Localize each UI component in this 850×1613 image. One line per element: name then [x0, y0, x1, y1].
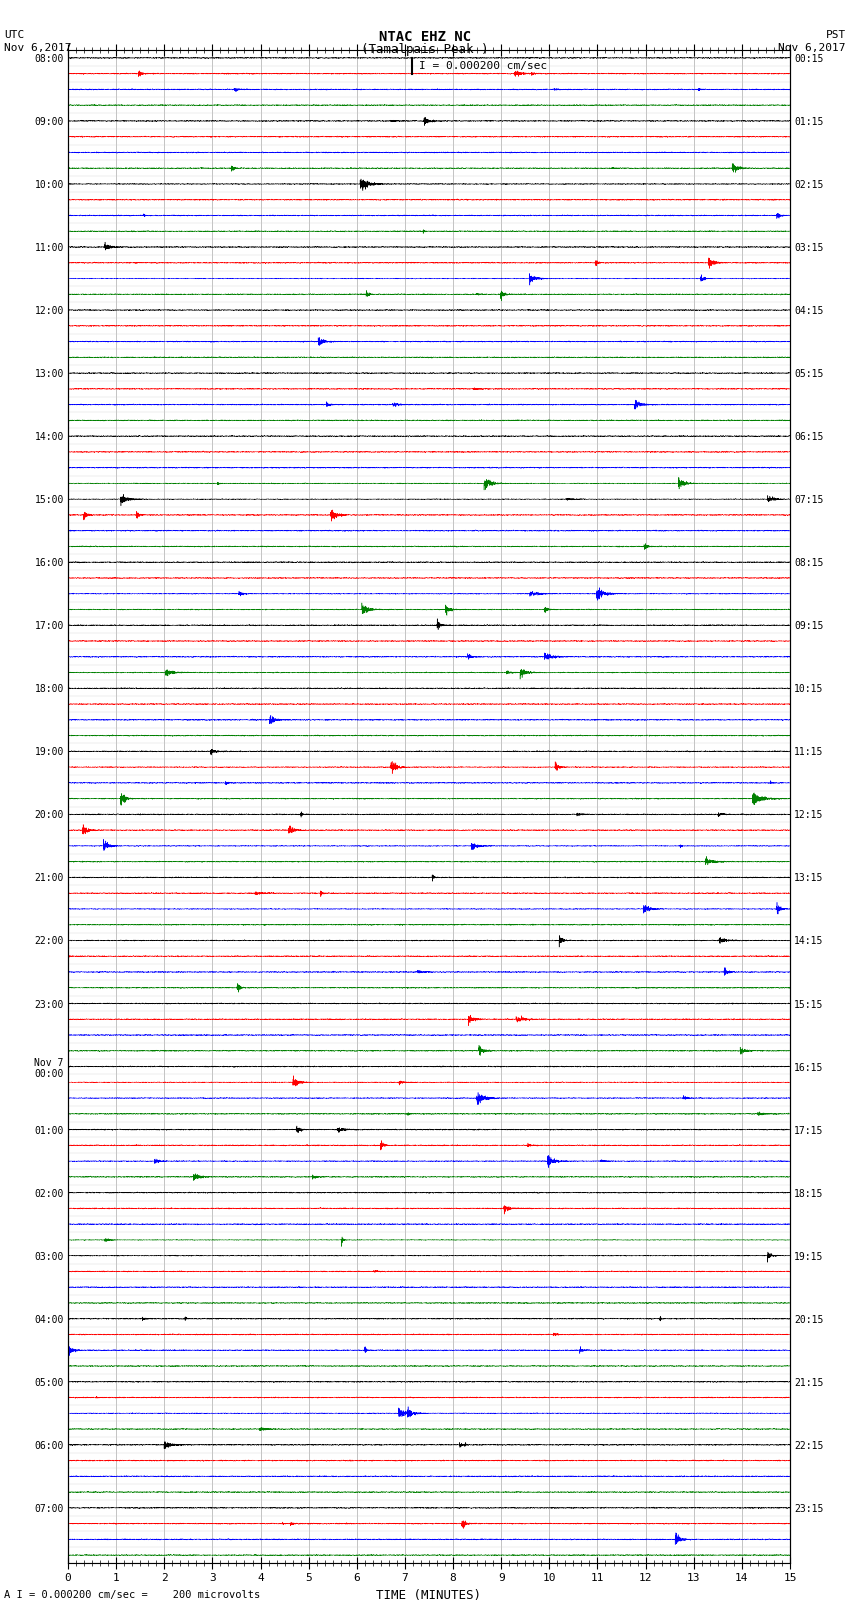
Text: I = 0.000200 cm/sec: I = 0.000200 cm/sec	[419, 61, 547, 71]
Text: A I = 0.000200 cm/sec =    200 microvolts: A I = 0.000200 cm/sec = 200 microvolts	[4, 1590, 260, 1600]
Text: Nov 6,2017: Nov 6,2017	[4, 44, 71, 53]
X-axis label: TIME (MINUTES): TIME (MINUTES)	[377, 1589, 481, 1602]
Text: PST: PST	[825, 31, 846, 40]
Text: (Tamalpais Peak ): (Tamalpais Peak )	[361, 44, 489, 56]
Text: UTC: UTC	[4, 31, 25, 40]
Text: NTAC EHZ NC: NTAC EHZ NC	[379, 31, 471, 44]
Text: Nov 6,2017: Nov 6,2017	[779, 44, 846, 53]
